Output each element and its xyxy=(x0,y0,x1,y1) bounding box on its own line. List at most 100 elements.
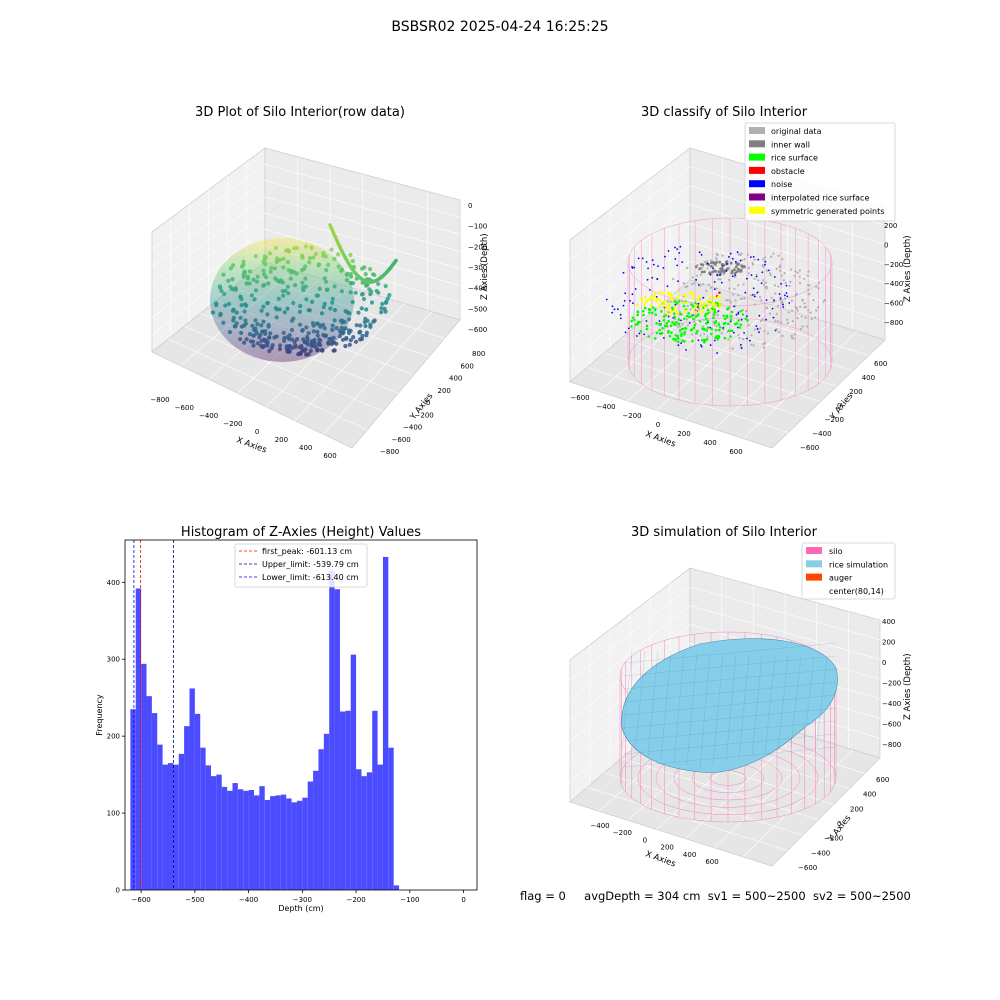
classify-3d-point xyxy=(713,288,716,290)
classify-3d-point xyxy=(725,270,728,272)
raw-3d-point xyxy=(242,309,247,314)
classify-3d-point xyxy=(804,306,807,309)
legend-label: interpolated rice surface xyxy=(771,194,869,203)
histogram-bar xyxy=(227,790,233,890)
raw-3d-point xyxy=(226,301,232,307)
classify-3d-point xyxy=(700,270,704,274)
classify-3d-point xyxy=(700,305,703,308)
raw-3d-point xyxy=(326,341,331,346)
classify-3d-point xyxy=(669,293,673,296)
classify-3d-point xyxy=(753,277,756,280)
classify-3d-point xyxy=(763,283,766,286)
simulation-3d-z-ticks: 400 200 0 −200 −400 −600 −800 xyxy=(882,618,901,749)
classify-3d-point xyxy=(733,331,735,334)
simulation-3d-zlabel: Z Axies (Depth) xyxy=(903,653,913,720)
classify-3d-point xyxy=(712,316,715,320)
histogram-bar xyxy=(356,769,362,890)
raw-3d-point xyxy=(257,335,262,340)
raw-3d-point xyxy=(239,303,244,308)
classify-3d-point xyxy=(631,266,633,268)
classify-3d-point xyxy=(721,281,723,284)
classify-3d-point xyxy=(778,293,781,295)
raw-3d-point xyxy=(324,268,329,273)
raw-3d-point xyxy=(261,304,266,309)
classify-3d-point xyxy=(773,276,776,278)
raw-3d-point xyxy=(277,307,282,312)
classify-3d-point xyxy=(744,291,747,294)
classify-3d-point xyxy=(656,297,660,301)
raw-3d-point xyxy=(247,269,252,274)
raw-3d-point xyxy=(228,266,233,271)
classify-3d-point xyxy=(814,316,817,319)
classify-3d-point xyxy=(793,333,796,336)
classify-3d-point xyxy=(730,329,733,333)
classify-3d-point xyxy=(809,311,812,314)
raw-3d-point xyxy=(379,306,384,311)
classify-3d-point xyxy=(663,337,665,339)
classify-3d-point xyxy=(753,303,757,306)
classify-3d-point xyxy=(678,325,682,328)
raw-3d-point xyxy=(222,291,227,297)
raw-3d-point xyxy=(318,338,323,343)
classify-3d-point xyxy=(781,258,784,261)
raw-3d-point xyxy=(268,331,273,336)
simulation-3d-z-tick-label: 400 xyxy=(882,618,895,626)
classify-3d-legend: original data inner wall rice surface obsta… xyxy=(744,122,896,222)
classify-3d-point xyxy=(690,314,693,318)
raw-3d-point xyxy=(314,293,319,298)
classify-3d-point xyxy=(641,257,644,260)
classify-3d-point xyxy=(660,332,663,336)
classify-3d-point xyxy=(649,304,653,307)
classify-3d-point xyxy=(737,313,740,315)
classify-3d-point xyxy=(720,332,723,335)
classify-3d-point xyxy=(725,315,729,319)
classify-3d-xlabel: X Axies xyxy=(644,429,677,449)
classify-3d-point xyxy=(703,305,707,309)
simulation-3d-mesh-line xyxy=(634,650,646,754)
classify-3d-point xyxy=(636,320,640,324)
simulation-3d-z-tick-label: 0 xyxy=(882,659,886,667)
classify-3d-point xyxy=(733,305,735,308)
raw-3d-point xyxy=(274,315,279,320)
classify-3d-point xyxy=(702,296,705,299)
raw-3d-title: 3D Plot of Silo Interior(row data) xyxy=(195,105,405,120)
classify-3d-point xyxy=(673,323,676,327)
classify-3d-point xyxy=(690,303,693,306)
raw-3d-point xyxy=(367,287,372,292)
classify-3d-point xyxy=(697,294,701,298)
classify-3d-point xyxy=(699,334,702,337)
histogram-bar xyxy=(243,790,249,890)
raw-3d-point xyxy=(262,272,267,277)
raw-3d-point xyxy=(359,266,365,271)
classify-3d-point xyxy=(679,245,682,248)
classify-3d-point xyxy=(760,299,763,302)
classify-3d-point xyxy=(740,297,744,300)
raw-3d-point xyxy=(230,277,235,282)
raw-3d-point xyxy=(221,320,226,325)
classify-3d-point xyxy=(703,314,707,318)
classify-3d-point xyxy=(769,272,772,275)
classify-3d-point xyxy=(698,308,701,311)
classify-3d-point xyxy=(647,267,649,270)
raw-3d-point xyxy=(328,336,334,341)
raw-3d-point xyxy=(318,343,323,348)
histogram-bar xyxy=(237,789,244,890)
classify-3d-point xyxy=(697,284,700,286)
simulation-3d-y-tick-label: 0 xyxy=(837,820,841,828)
raw-3d-point xyxy=(227,330,232,335)
classify-3d-point xyxy=(803,277,806,280)
histogram-bar xyxy=(264,800,271,890)
classify-3d-point xyxy=(722,314,726,318)
classify-3d-point xyxy=(812,299,815,302)
simulation-3d-x-tick-label: −200 xyxy=(613,829,632,837)
simulation-3d-z-tick-label: −600 xyxy=(882,721,901,729)
raw-3d-point xyxy=(255,322,260,327)
classify-3d-y-tick-label: 400 xyxy=(862,374,875,382)
classify-3d-point xyxy=(630,319,633,323)
simulation-3d-mesh-line xyxy=(623,694,837,716)
classify-3d-point xyxy=(779,321,783,324)
raw-3d-point xyxy=(281,256,286,261)
raw-3d-point xyxy=(286,291,291,296)
classify-3d-point xyxy=(680,332,683,335)
classify-3d-point xyxy=(727,278,731,282)
